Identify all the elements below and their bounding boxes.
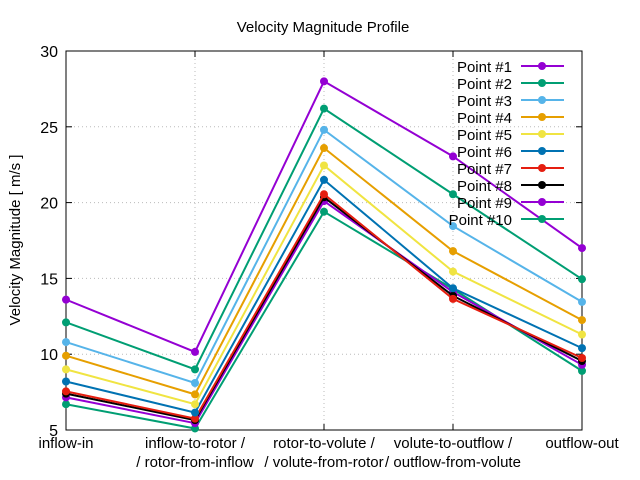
legend-item: Point #9 (457, 195, 564, 212)
legend-item: Point #8 (457, 178, 564, 195)
data-point (578, 244, 586, 253)
data-point (191, 408, 199, 417)
data-point (320, 77, 328, 86)
x-tick-label: volute-to-outflow / (394, 435, 513, 452)
legend-label: Point #2 (457, 76, 512, 93)
series-group (62, 77, 586, 433)
legend-item: Point #4 (457, 110, 564, 127)
chart-title: Velocity Magnitude Profile (237, 19, 410, 36)
data-point (191, 400, 199, 409)
x-tick-label: outflow-out (545, 435, 619, 452)
data-point (578, 330, 586, 339)
series-1 (62, 77, 586, 356)
legend-item: Point #1 (457, 59, 564, 76)
data-point (449, 152, 457, 161)
legend-marker (538, 164, 546, 172)
x-tick-label: rotor-to-volute / (273, 435, 376, 452)
legend-item: Point #6 (457, 144, 564, 161)
data-point (320, 207, 328, 216)
y-tick-label: 25 (40, 120, 58, 137)
y-tick-label: 20 (40, 196, 58, 213)
series-3 (62, 125, 586, 388)
data-point (191, 365, 199, 374)
legend-marker (538, 181, 546, 189)
legend-label: Point #7 (457, 161, 512, 178)
data-point (320, 104, 328, 113)
data-point (320, 125, 328, 134)
data-point (578, 316, 586, 325)
y-axis-ticks: 5 10 15 20 25 30 (40, 44, 582, 440)
data-point (578, 275, 586, 284)
y-axis-label: Velocity Magnitude [ m/s ] (7, 155, 24, 326)
data-point (320, 175, 328, 184)
x-tick-label: inflow-to-rotor / (145, 435, 246, 452)
data-point (578, 344, 586, 353)
legend-item: Point #7 (457, 161, 564, 178)
y-tick-label: 10 (40, 347, 58, 364)
series-2 (62, 104, 586, 374)
series-4 (62, 144, 586, 399)
data-point (320, 161, 328, 170)
data-point (449, 267, 457, 276)
series-6 (62, 175, 586, 417)
data-point (578, 297, 586, 306)
data-point (191, 414, 199, 423)
series-7 (62, 190, 586, 423)
legend-marker (538, 130, 546, 138)
data-point (449, 247, 457, 256)
data-point (62, 338, 70, 347)
x-tick-label: / outflow-from-volute (385, 454, 521, 471)
data-point (191, 390, 199, 399)
legend-marker (538, 62, 546, 70)
x-tick-label: / rotor-from-inflow (136, 454, 254, 471)
legend-label: Point #3 (457, 93, 512, 110)
series-5 (62, 161, 586, 409)
legend-marker (538, 198, 546, 206)
legend-label: Point #9 (457, 195, 512, 212)
data-point (191, 379, 199, 388)
data-point (62, 387, 70, 396)
x-tick-label: inflow-in (38, 435, 93, 452)
legend-item: Point #10 (449, 212, 564, 229)
data-point (62, 295, 70, 304)
legend-label: Point #6 (457, 144, 512, 161)
legend-marker (538, 147, 546, 155)
data-point (449, 190, 457, 199)
data-point (578, 366, 586, 375)
legend-item: Point #2 (457, 76, 564, 93)
legend-label: Point #10 (449, 212, 512, 229)
data-point (62, 318, 70, 327)
legend-marker (538, 96, 546, 104)
data-point (191, 347, 199, 356)
data-point (449, 222, 457, 231)
data-point (578, 353, 586, 362)
y-tick-label: 15 (40, 271, 58, 288)
legend-marker (538, 215, 546, 223)
legend-label: Point #1 (457, 59, 512, 76)
data-point (320, 190, 328, 199)
y-tick-label: 5 (49, 423, 58, 440)
data-point (62, 377, 70, 386)
y-tick-label: 30 (40, 44, 58, 61)
legend-label: Point #4 (457, 110, 512, 127)
x-tick-label: / volute-from-rotor (264, 454, 383, 471)
data-point (62, 400, 70, 409)
legend-item: Point #3 (457, 93, 564, 110)
data-point (449, 294, 457, 303)
series-line (65, 195, 583, 422)
legend-label: Point #8 (457, 178, 512, 195)
data-point (62, 351, 70, 360)
data-point (62, 365, 70, 374)
legend-marker (538, 79, 546, 87)
legend-item: Point #5 (457, 127, 564, 144)
data-point (320, 144, 328, 153)
x-axis-ticks: inflow-in inflow-to-rotor / / rotor-from-i… (38, 51, 620, 471)
legend-label: Point #5 (457, 127, 512, 144)
data-point (449, 284, 457, 293)
legend-marker (538, 113, 546, 121)
